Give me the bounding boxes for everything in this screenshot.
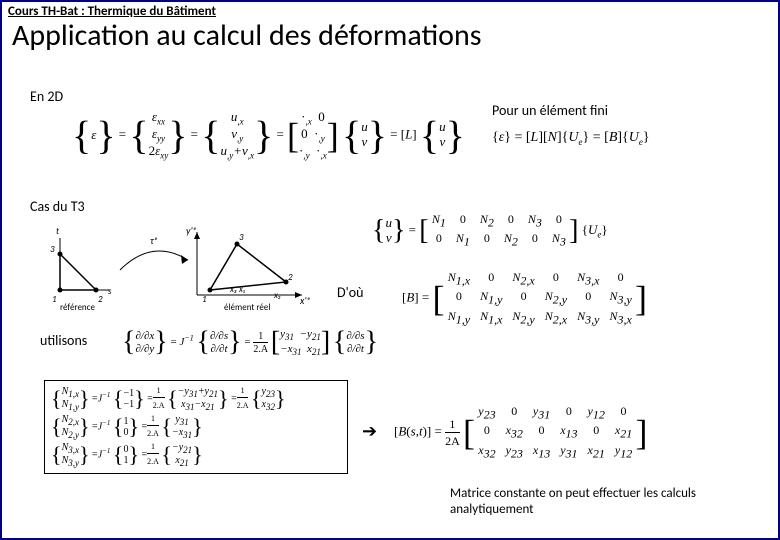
arrow-icon: ➔ xyxy=(362,420,377,442)
svg-text:τₑ: τₑ xyxy=(150,234,158,247)
svg-text:t: t xyxy=(56,226,60,237)
formula-jacobian: { ∂/∂x ∂/∂y } = J−1 { ∂/∂s ∂/∂t } = 12.A… xyxy=(122,328,378,357)
page-title: Application au calcul des déformations xyxy=(2,19,778,56)
svg-text:1: 1 xyxy=(52,294,57,305)
svg-text:s: s xyxy=(108,286,112,297)
svg-text:3: 3 xyxy=(50,244,55,255)
label-en2d: En 2D xyxy=(30,88,63,105)
svg-text:y'ₑ: y'ₑ xyxy=(186,224,197,237)
svg-text:2: 2 xyxy=(98,294,103,305)
formula-b-result: [B(s,t)] = 12A [ y230y310y120 0x320x130x… xyxy=(394,404,647,461)
formula-uv-interp: { u v } = [ N10N20N30 0N10N20N3 ] {Ue} xyxy=(372,212,608,250)
svg-text:1: 1 xyxy=(202,294,207,305)
svg-text:référence: référence xyxy=(60,302,95,310)
formula-b-matrix: [B] = [ N1,x0N2,x0N3,x0 0N1,y0N2,y0N3,y … xyxy=(402,270,647,327)
label-utilisons: utilisons xyxy=(40,332,87,349)
label-pour-elem: Pour un élément fini xyxy=(492,102,608,119)
svg-text:x'ₑ: x'ₑ xyxy=(299,294,311,307)
svg-text:x₃ x₁: x₃ x₁ xyxy=(229,284,245,295)
footnote: Matrice constante on peut effectuer les … xyxy=(450,486,730,517)
diagram-t3: 1 2 3 s t référence τₑ 1 2 3 x₃ x₁ x₂ x'… xyxy=(42,220,312,310)
svg-text:3: 3 xyxy=(239,232,244,243)
svg-text:x₂: x₂ xyxy=(273,290,281,301)
label-dou: D'où xyxy=(337,284,363,301)
formula-strain: { ε } = { εxx εyy 2εxy } = { u,x v,y u,y… xyxy=(72,110,465,161)
formula-elem-fini: {ε} = [L][N]{Ue} = [B]{Ue} xyxy=(492,130,650,147)
label-cas-t3: Cas du T3 xyxy=(30,198,85,215)
formula-ni-expansion: {N1,xN1,y} =J−1 {−1−1} =12.A {−y31+y21x3… xyxy=(44,380,348,474)
svg-text:2: 2 xyxy=(288,272,293,283)
svg-text:élément réel: élément réel xyxy=(224,302,270,310)
